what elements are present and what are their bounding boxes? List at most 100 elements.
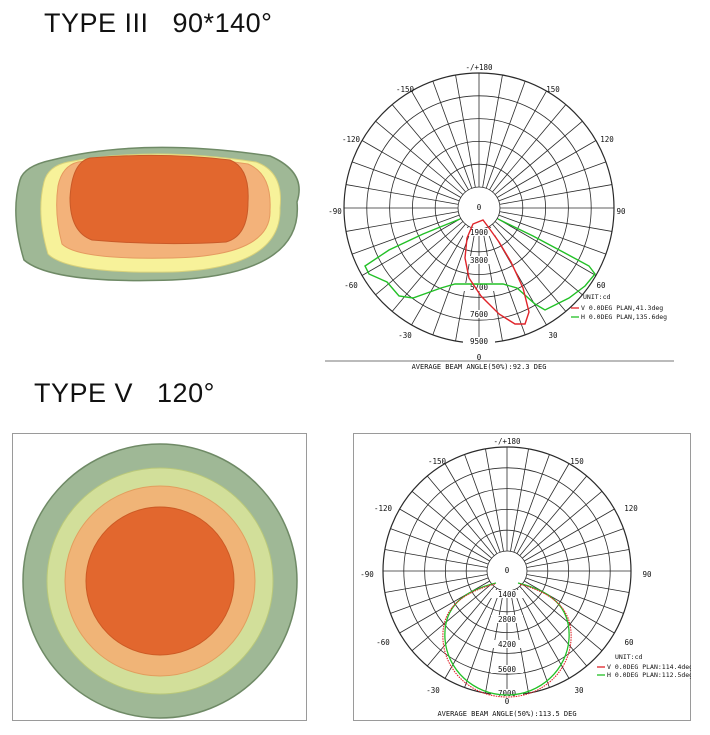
grid-spoke xyxy=(464,589,501,688)
grid-spoke xyxy=(498,161,606,202)
angle-label-bottom: 0 xyxy=(505,697,510,706)
angle-label-m30: -30 xyxy=(398,331,412,340)
radial-label-4: 7600 xyxy=(470,310,489,319)
isolux-zone-orange xyxy=(69,154,249,245)
type-v-polar-chart: -/+180 -150 150 -120 120 -90 90 -60 60 -… xyxy=(353,433,691,721)
grid-spoke xyxy=(526,574,630,593)
grid-spoke xyxy=(361,218,462,276)
grid-spoke xyxy=(522,490,603,559)
h-plane-curve xyxy=(364,218,596,311)
angle-label-p90: 90 xyxy=(616,207,626,216)
angle-label-m150: -150 xyxy=(396,85,415,94)
angle-label-p90: 90 xyxy=(642,570,652,579)
grid-spoke xyxy=(426,586,495,667)
grid-spoke xyxy=(361,140,462,198)
grid-spoke xyxy=(525,528,624,565)
grid-spoke xyxy=(345,211,459,232)
grid-spoke xyxy=(489,90,547,191)
grid-spoke xyxy=(494,221,583,296)
grid-spoke xyxy=(485,227,526,335)
angle-label-center: 0 xyxy=(477,203,482,212)
h-plane-curve xyxy=(444,582,570,696)
angle-label-p150: 150 xyxy=(570,457,584,466)
grid-spoke xyxy=(522,583,603,652)
angle-label-p120: 120 xyxy=(624,504,638,513)
grid-spoke xyxy=(391,104,466,193)
grid-spoke xyxy=(432,81,473,189)
grid-spoke xyxy=(464,454,501,553)
grid-spoke xyxy=(411,225,469,326)
grid-spoke xyxy=(485,81,526,189)
type-iii-isolux-diagram xyxy=(12,132,306,296)
grid-spoke xyxy=(513,589,550,688)
grid-spoke xyxy=(352,214,460,255)
radial-label-5: 9500 xyxy=(470,337,489,346)
h-legend-label: H 0.0DEG PLAN,135.6deg xyxy=(581,313,667,321)
h-legend-label: H 0.0DEG PLAN:112.5deg xyxy=(607,671,691,679)
polar-grid xyxy=(382,446,632,696)
grid-spoke xyxy=(384,549,488,568)
radial-label-5: 7000 xyxy=(498,689,517,698)
grid-spoke xyxy=(494,120,583,195)
grid-spoke xyxy=(525,577,624,614)
grid-spoke xyxy=(524,508,615,562)
grid-spoke xyxy=(513,454,550,553)
v-plane-curve xyxy=(442,583,572,698)
radial-label-3: 4200 xyxy=(498,640,517,649)
angle-label-m90: -90 xyxy=(328,207,342,216)
angle-label-p150: 150 xyxy=(546,85,560,94)
angle-label-m90: -90 xyxy=(360,570,374,579)
grid-spoke xyxy=(492,223,567,312)
radial-label-1: 1900 xyxy=(470,228,489,237)
grid-spoke xyxy=(526,549,630,568)
angle-label-p60: 60 xyxy=(624,638,634,647)
type-v-isolux-diagram xyxy=(12,433,307,721)
grid-spoke xyxy=(499,211,613,232)
angle-label-180: -/+180 xyxy=(465,63,493,72)
angle-label-m60: -60 xyxy=(344,281,358,290)
type-v-heading: TYPE V 120° xyxy=(34,378,215,408)
beam-angle-footer: AVERAGE BEAM ANGLE(50%):92.3 DEG xyxy=(412,363,547,371)
unit-label: UNIT:cd xyxy=(583,293,610,301)
radial-label-1: 1400 xyxy=(498,590,517,599)
angle-label-m30: -30 xyxy=(426,686,440,695)
grid-spoke xyxy=(352,161,460,202)
grid-spoke xyxy=(375,221,464,296)
angle-label-m60: -60 xyxy=(376,638,390,647)
angle-label-m150: -150 xyxy=(428,457,447,466)
grid-spoke xyxy=(444,588,498,679)
isolux-ring-orange xyxy=(85,506,235,656)
grid-spoke xyxy=(496,218,597,276)
grid-spoke xyxy=(455,74,476,188)
grid-spoke xyxy=(498,214,606,255)
angle-label-m120: -120 xyxy=(374,504,393,513)
grid-spoke xyxy=(345,184,459,205)
grid-spoke xyxy=(375,120,464,195)
radial-label-2: 3800 xyxy=(470,256,489,265)
grid-spoke xyxy=(519,475,588,556)
beam-angle-footer: AVERAGE BEAM ANGLE(50%):113.5 DEG xyxy=(437,710,576,718)
angle-label-bottom: 0 xyxy=(477,353,482,362)
angle-label-p120: 120 xyxy=(600,135,614,144)
grid-spoke xyxy=(390,577,489,614)
grid-spoke xyxy=(432,227,473,335)
angle-label-180: -/+180 xyxy=(493,437,521,446)
angle-label-m120: -120 xyxy=(342,135,361,144)
type-iii-heading: TYPE III 90*140° xyxy=(44,8,273,38)
angle-label-p60: 60 xyxy=(596,281,606,290)
grid-spoke xyxy=(516,463,570,554)
grid-spoke xyxy=(426,475,495,556)
grid-spoke xyxy=(444,463,498,554)
grid-spoke xyxy=(384,574,488,593)
type-iii-polar-chart: -/+180 -150 150 -120 120 -90 90 -60 60 -… xyxy=(323,62,676,372)
v-legend-label: V 0.0DEG PLAN:114.4deg xyxy=(607,663,691,671)
grid-spoke xyxy=(499,184,613,205)
grid-spoke xyxy=(492,104,567,193)
grid-spoke xyxy=(411,583,492,652)
unit-label: UNIT:cd xyxy=(615,653,642,661)
grid-spoke xyxy=(496,140,597,198)
radial-label-4: 5600 xyxy=(498,665,517,674)
angle-label-center: 0 xyxy=(505,566,510,575)
grid-spoke xyxy=(411,90,469,191)
grid-spoke xyxy=(399,508,490,562)
